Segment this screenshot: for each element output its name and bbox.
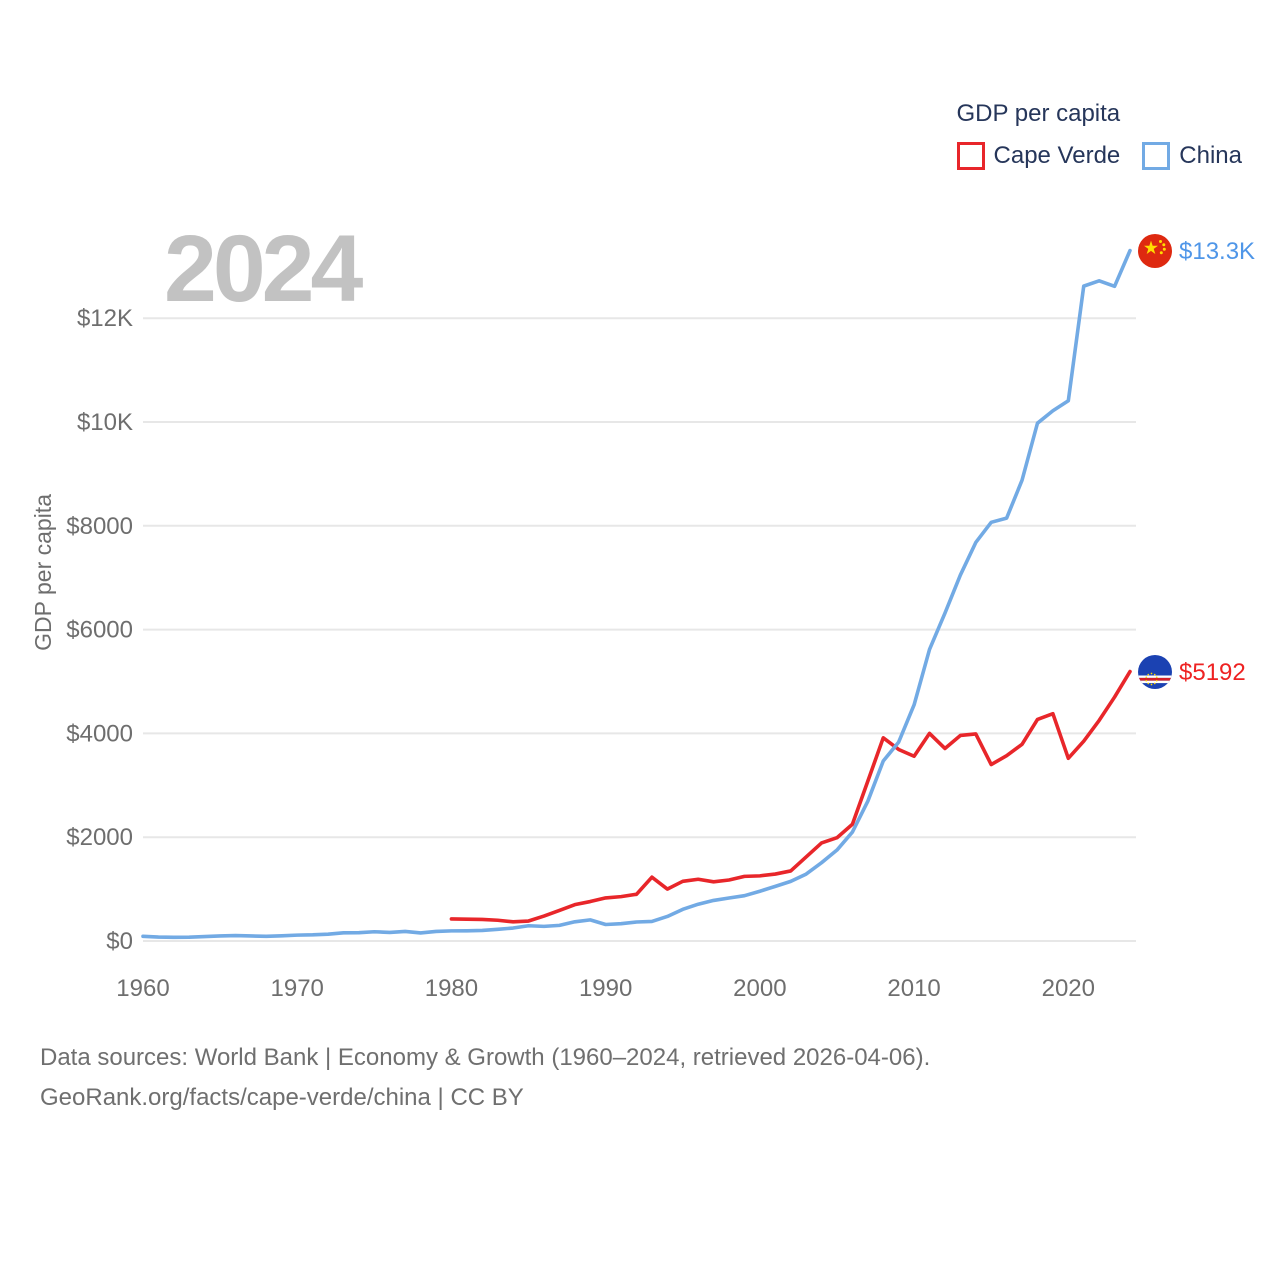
source-url-line[interactable]: GeoRank.org/facts/cape-verde/china | CC … xyxy=(40,1084,524,1111)
y-tick-label: $12K xyxy=(77,305,133,332)
cape-verde-flag-icon xyxy=(1138,655,1172,689)
y-tick-label: $2000 xyxy=(66,824,133,851)
china-flag-icon xyxy=(1138,234,1172,268)
x-tick-label: 2000 xyxy=(733,975,786,1002)
china-end-value-label: $13.3K xyxy=(1179,238,1256,265)
legend-title: GDP per capita xyxy=(956,100,1121,127)
series-line-china[interactable] xyxy=(141,248,1132,940)
y-tick-label: $6000 xyxy=(66,617,133,644)
y-tick-label: $4000 xyxy=(66,720,133,747)
legend: GDP per capita Cape Verde China xyxy=(956,100,1242,170)
y-tick-label: $0 xyxy=(106,928,133,955)
y-axis-title: GDP per capita xyxy=(30,494,56,651)
x-tick-label: 1980 xyxy=(425,975,478,1002)
china-swatch-icon xyxy=(1142,142,1171,170)
x-tick-label: 1990 xyxy=(579,975,632,1002)
cape-verde-end-value-label: $5192 xyxy=(1179,659,1246,686)
legend-item-label: Cape Verde xyxy=(993,142,1121,169)
data-source-line: Data sources: World Bank | Economy & Gro… xyxy=(40,1044,931,1071)
y-tick-label: $10K xyxy=(77,409,133,436)
legend-item-cape-verde[interactable]: Cape Verde xyxy=(956,142,1121,170)
x-tick-label: 1960 xyxy=(116,975,169,1002)
x-tick-label: 2010 xyxy=(887,975,940,1002)
year-watermark: 2024 xyxy=(164,216,363,322)
footer-attribution: Data sources: World Bank | Economy & Gro… xyxy=(40,1038,930,1118)
cape-verde-swatch-icon xyxy=(956,142,985,170)
x-tick-label: 2020 xyxy=(1042,975,1095,1002)
legend-items: Cape Verde China xyxy=(956,142,1242,170)
y-tick-label: $8000 xyxy=(66,513,133,540)
x-tick-label: 1970 xyxy=(271,975,324,1002)
legend-item-label: China xyxy=(1179,142,1242,169)
legend-item-china[interactable]: China xyxy=(1142,142,1242,170)
series-line-cape-verde[interactable] xyxy=(449,669,1132,924)
